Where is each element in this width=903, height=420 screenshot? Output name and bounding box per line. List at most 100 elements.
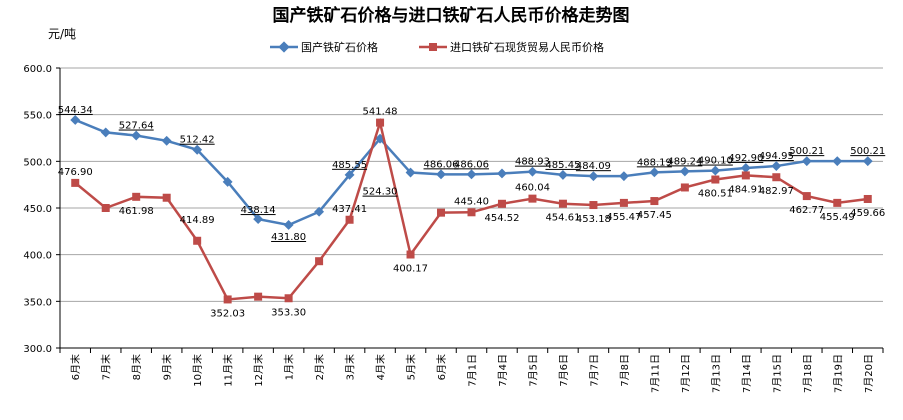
point-import [650, 197, 659, 206]
data-label-domestic: 544.34 [58, 105, 93, 116]
point-domestic [70, 114, 81, 125]
legend: 国产铁矿石价格 进口铁矿石现货贸易人民币价格 [270, 40, 604, 54]
y-tick-label: 400.0 [23, 251, 52, 262]
point-import [528, 194, 537, 203]
point-import [863, 194, 872, 203]
y-tick-label: 350.0 [23, 297, 52, 308]
point-import [132, 192, 141, 201]
x-tick-label: 7月12日 [680, 354, 692, 393]
point-import [741, 171, 750, 180]
point-domestic [253, 214, 264, 225]
point-import [315, 257, 324, 266]
x-tick-label: 1月末 [283, 354, 296, 380]
point-domestic [618, 171, 629, 182]
x-tick-label: 4月末 [374, 354, 387, 380]
point-domestic [557, 169, 568, 180]
point-import [772, 173, 781, 182]
point-domestic [740, 163, 751, 173]
x-axis: 6月末 7月末 8月末 9月末 10月末 11月末 12月末 1月末 2月末 3月末 4月末 5月末 6… [59, 347, 884, 393]
point-domestic [862, 156, 873, 167]
data-label-domestic: 485.55 [332, 160, 367, 171]
point-import [345, 215, 354, 224]
point-domestic [131, 130, 142, 141]
legend-label-import: 进口铁矿石现货贸易人民币价格 [450, 40, 604, 54]
x-tick-label: 7月8日 [619, 354, 631, 387]
x-tick-label: 7月20日 [863, 354, 875, 393]
x-tick-label: 7月13日 [710, 354, 722, 393]
point-import [284, 294, 293, 303]
data-label-domestic: 494.95 [759, 151, 794, 162]
x-tick-label: 7月15日 [771, 354, 783, 393]
data-label-import: 484.91 [728, 184, 763, 195]
point-domestic [161, 135, 172, 146]
x-tick-label: 3月末 [344, 354, 357, 380]
data-label-import: 454.52 [484, 213, 519, 224]
point-domestic [832, 156, 843, 167]
data-label-import: 476.90 [58, 167, 93, 178]
point-domestic [405, 167, 416, 178]
data-label-domestic: 488.19 [637, 157, 672, 168]
x-tick-label: 7月14日 [741, 354, 753, 393]
data-label-domestic: 500.21 [850, 146, 885, 157]
data-label-import: 455.47 [606, 212, 641, 223]
point-domestic [710, 165, 721, 176]
data-label-import: 482.97 [759, 186, 794, 197]
gridlines [60, 67, 883, 349]
data-label-domestic: 486.06 [454, 159, 489, 170]
data-label-import: 462.77 [789, 205, 824, 216]
x-tick-label: 7月末 [100, 354, 113, 380]
point-import [193, 236, 202, 245]
point-import [101, 204, 110, 212]
data-label-import: 453.18 [576, 214, 611, 225]
point-import [223, 295, 232, 304]
point-domestic [222, 176, 233, 187]
data-label-import: 480.51 [698, 189, 733, 200]
x-tick-label: 9月末 [161, 354, 174, 380]
point-domestic [801, 156, 812, 167]
point-domestic [100, 127, 111, 138]
point-import [558, 199, 567, 208]
data-label-domestic: 488.93 [515, 157, 550, 168]
point-import [437, 208, 446, 217]
point-import [589, 201, 598, 210]
point-import [497, 199, 506, 208]
x-tick-label: 2月末 [313, 354, 326, 380]
y-tick-label: 550.0 [23, 111, 52, 122]
legend-label-domestic: 国产铁矿石价格 [301, 40, 378, 54]
data-label-domestic: 527.64 [119, 121, 154, 132]
point-domestic [283, 220, 294, 230]
data-label-domestic: 500.21 [789, 146, 824, 157]
x-tick-label: 11月末 [222, 354, 235, 387]
x-tick-label: 7月5日 [527, 354, 539, 387]
x-tick-label: 7月19日 [832, 354, 844, 393]
x-tick-label: 6月末 [435, 354, 448, 380]
data-label-import: 541.48 [363, 107, 398, 118]
data-label-domestic: 490.10 [698, 156, 733, 167]
data-label-import: 445.40 [454, 196, 489, 207]
point-import [71, 178, 80, 187]
point-import [162, 193, 171, 202]
chart-title: 国产铁矿石价格与进口铁矿石人民币价格走势图 [273, 5, 630, 26]
point-import [406, 250, 415, 259]
y-axis-unit: 元/吨 [48, 27, 76, 41]
data-label-domestic: 485.45 [545, 160, 580, 171]
point-domestic [466, 169, 477, 180]
x-tick-label: 8月末 [130, 354, 143, 380]
point-domestic [314, 206, 325, 217]
data-label-domestic: 431.80 [271, 232, 306, 243]
x-tick-label: 7月11日 [649, 354, 661, 393]
data-label-domestic: 438.14 [241, 205, 276, 216]
x-tick-label: 7月1日 [467, 354, 479, 387]
data-label-import: 400.17 [393, 264, 428, 275]
legend-marker-domestic [278, 41, 290, 53]
point-domestic [771, 161, 782, 171]
x-tick-label: 7月6日 [558, 354, 570, 387]
point-domestic [588, 171, 599, 182]
point-domestic [649, 167, 660, 178]
x-tick-label: 12月末 [252, 354, 265, 387]
data-label-import: 352.03 [210, 308, 245, 319]
x-tick-label: 7月4日 [497, 354, 509, 387]
point-import [619, 198, 628, 207]
point-import [680, 183, 689, 192]
x-tick-label: 7月18日 [802, 354, 814, 393]
